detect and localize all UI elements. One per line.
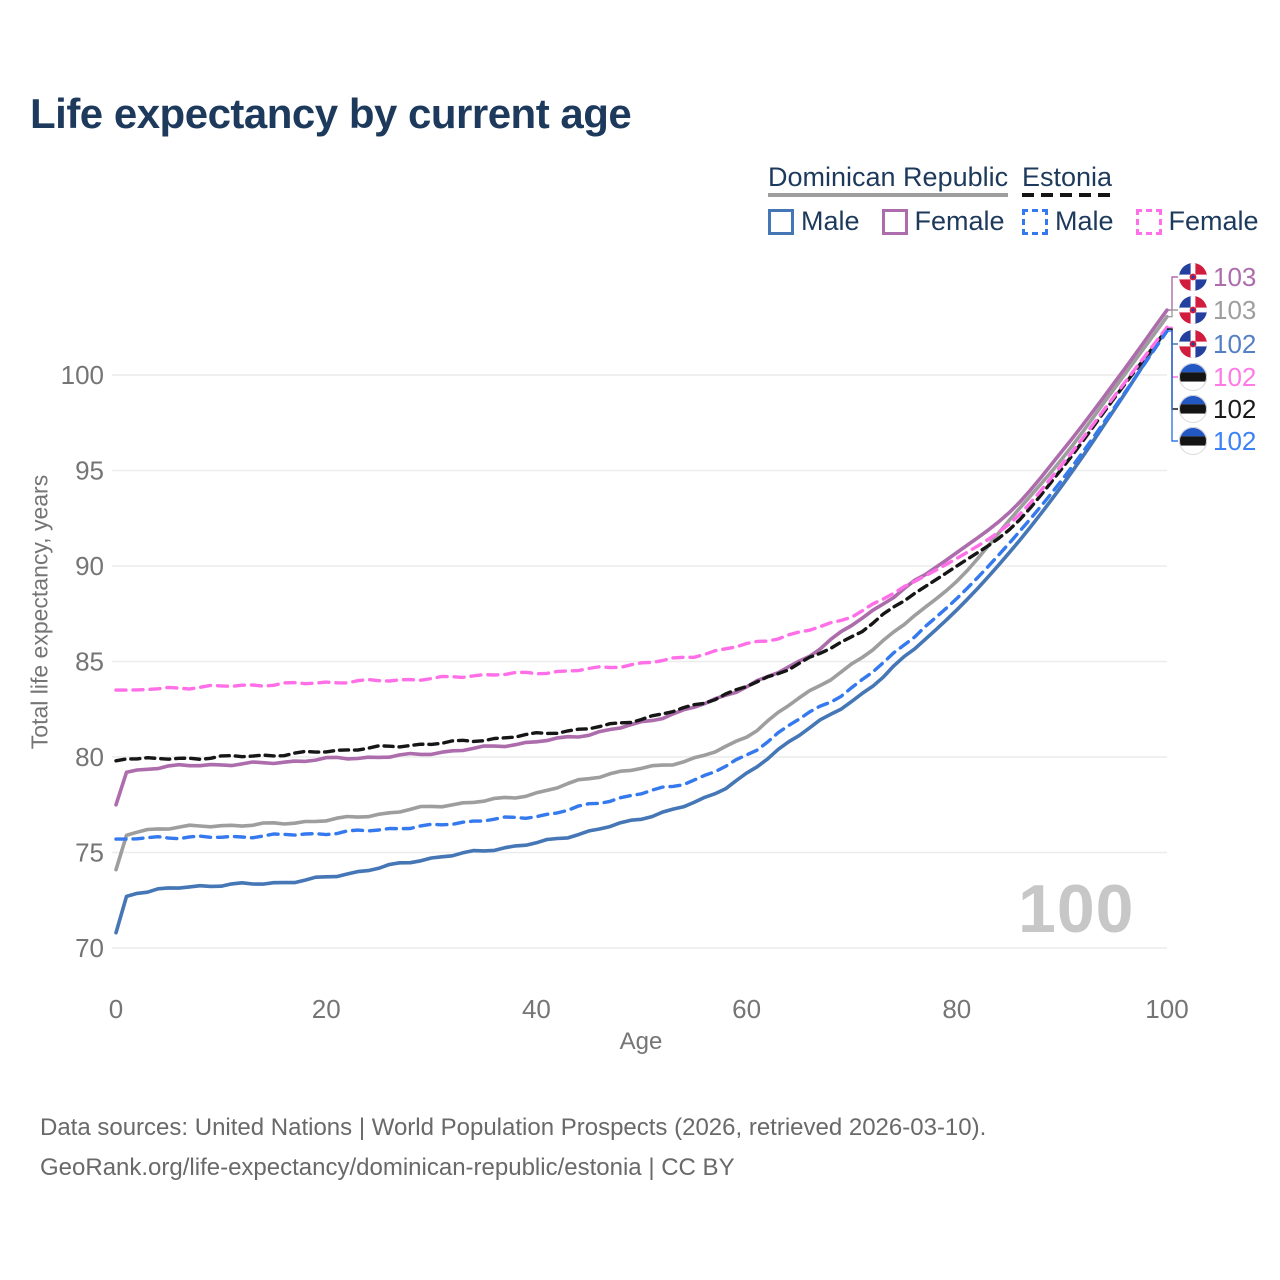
dominican-republic-flag-icon: [1179, 263, 1207, 291]
estonia-flag-icon: [1179, 395, 1207, 423]
y-tick-label: 95: [75, 456, 104, 486]
leader-line-dr-total: [1167, 309, 1178, 318]
legend-item-ee-male[interactable]: Male: [1022, 206, 1114, 237]
y-tick-label: 75: [75, 838, 104, 868]
legend-items-estonia: Male Female: [1022, 206, 1259, 237]
series-layer: [114, 308, 1169, 935]
y-axis-title: Total life expectancy, years: [26, 474, 53, 750]
estonia-flag-icon: [1179, 363, 1207, 391]
legend-underline-solid-swatch: [768, 193, 1009, 197]
legend-country-estonia[interactable]: Estonia: [1022, 162, 1113, 197]
legend-group-estonia: Estonia Male Female: [1022, 162, 1259, 237]
estonia-flag-icon: [1179, 427, 1207, 455]
legend-swatch-dr-female: [881, 208, 908, 235]
dominican-republic-flag-icon: [1179, 296, 1207, 324]
legend-underline-dashed-swatch: [1022, 193, 1113, 197]
page-title: Life expectancy by current age: [30, 90, 632, 137]
legend-country-label: Dominican Republic: [768, 162, 1009, 192]
legend-label-dr-female: Female: [914, 206, 1005, 236]
x-tick-label: 40: [522, 994, 551, 1024]
legend-country-dominican-republic[interactable]: Dominican Republic: [768, 162, 1009, 197]
footer: Data sources: United Nations | World Pop…: [40, 1108, 986, 1188]
end-value-label-ee-total: 102: [1213, 394, 1256, 424]
legend-label-ee-male: Male: [1055, 206, 1114, 236]
x-tick-label: 80: [942, 994, 971, 1024]
series-line-dr-female[interactable]: [114, 308, 1169, 807]
y-tick-label: 70: [75, 933, 104, 963]
series-line-ee-male[interactable]: [114, 329, 1169, 841]
legend-item-dr-male[interactable]: Male: [768, 206, 860, 237]
footer-attribution: GeoRank.org/life-expectancy/dominican-re…: [40, 1154, 735, 1181]
x-tick-label: 20: [312, 994, 341, 1024]
leader-line-dr-female: [1167, 276, 1178, 311]
end-value-label-dr-female: 103: [1213, 262, 1256, 292]
legend-swatch-dr-male: [768, 208, 794, 235]
legend-swatch-ee-female: [1135, 208, 1162, 235]
series-line-dr-total[interactable]: [114, 314, 1169, 872]
x-tick-label: 0: [109, 994, 123, 1024]
legend-item-ee-female[interactable]: Female: [1135, 206, 1259, 237]
legend-label-ee-female: Female: [1168, 206, 1259, 236]
x-tick-label: 60: [732, 994, 761, 1024]
series-line-dr-male[interactable]: [114, 326, 1169, 935]
end-value-label-ee-male: 102: [1213, 426, 1256, 456]
legend-item-dr-female[interactable]: Female: [881, 206, 1005, 237]
series-line-ee-female[interactable]: [114, 325, 1169, 692]
grid-layer: 70 75 80 85 90 95 100 0 20 40 60 80 100: [61, 360, 1189, 1024]
footer-data-sources: Data sources: United Nations | World Pop…: [40, 1114, 987, 1141]
legend-group-dominican-republic: Dominican Republic Male Female: [768, 162, 1009, 237]
x-axis-title: Age: [619, 1028, 663, 1055]
legend-country-label: Estonia: [1022, 162, 1113, 192]
end-value-label-ee-female: 102: [1213, 362, 1256, 392]
legend-items-dominican-republic: Male Female: [768, 206, 1008, 237]
legend-swatch-ee-male: [1022, 208, 1048, 235]
dominican-republic-flag-icon: [1179, 330, 1207, 358]
x-tick-label: 100: [1145, 994, 1188, 1024]
y-tick-label: 85: [75, 647, 104, 677]
y-tick-label: 100: [61, 360, 104, 390]
leader-line-ee-male: [1167, 330, 1178, 442]
age-watermark: 100: [1018, 871, 1135, 947]
end-value-label-dr-male: 102: [1213, 329, 1256, 359]
y-tick-label: 80: [75, 742, 104, 772]
end-value-label-dr-total: 103: [1213, 295, 1256, 325]
series-line-ee-total[interactable]: [114, 327, 1169, 763]
y-tick-label: 90: [75, 551, 104, 581]
legend-label-dr-male: Male: [801, 206, 860, 236]
